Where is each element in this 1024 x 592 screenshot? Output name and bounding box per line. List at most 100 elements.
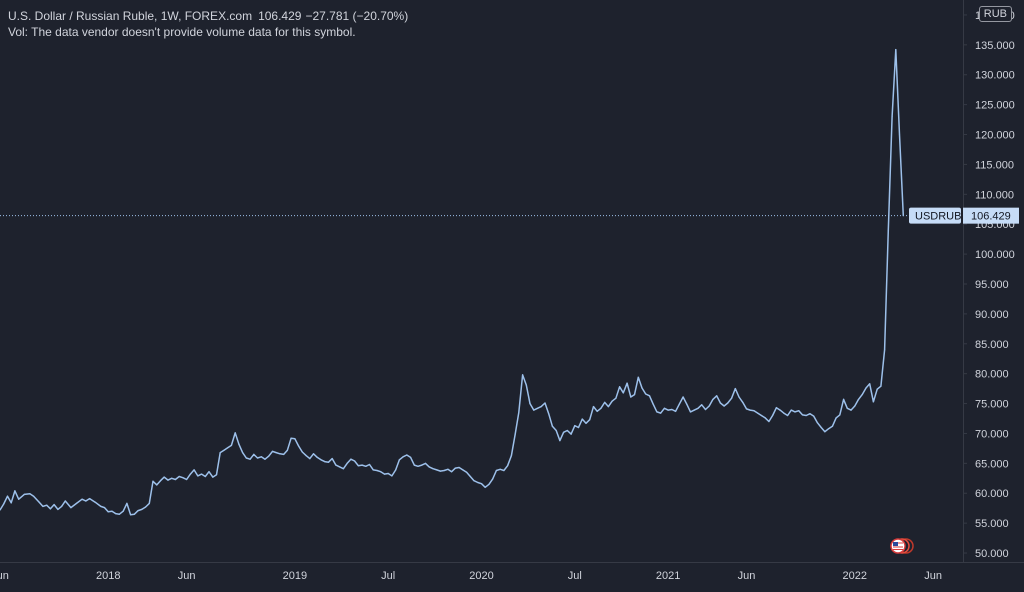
data-point: [186, 478, 188, 481]
data-point: [159, 480, 162, 482]
data-point: [686, 403, 688, 405]
data-point: [264, 458, 266, 460]
data-point: [600, 407, 602, 409]
data-point: [23, 493, 25, 495]
data-point: [824, 431, 826, 433]
data-point: [891, 116, 893, 118]
last-price-label-bg: [963, 207, 1019, 224]
x-tick-label: 2021: [656, 570, 680, 582]
last-price-label: 106.429: [963, 207, 1019, 224]
data-point: [510, 455, 512, 457]
data-point: [835, 417, 837, 419]
data-point: [201, 473, 203, 475]
data-point: [286, 449, 288, 451]
data-point: [675, 410, 677, 412]
data-point: [596, 410, 598, 412]
data-point: [208, 471, 210, 473]
data-point: [70, 507, 72, 509]
data-point: [540, 406, 542, 408]
data-point: [753, 410, 755, 412]
data-point: [283, 453, 285, 455]
data-point: [398, 459, 400, 461]
data-point: [566, 429, 568, 432]
data-point: [365, 465, 367, 467]
data-point: [734, 388, 736, 390]
data-point: [731, 397, 733, 399]
data-point: [327, 461, 330, 463]
data-point: [417, 465, 419, 467]
data-point: [760, 414, 763, 417]
series-line-usdrub[interactable]: [0, 48, 905, 516]
data-point: [447, 468, 449, 470]
data-point: [294, 438, 296, 440]
data-point: [380, 471, 382, 473]
data-point: [324, 461, 326, 463]
y-tick-label: 60.000: [975, 488, 1009, 500]
data-point: [887, 229, 889, 231]
data-point: [421, 464, 423, 466]
data-point: [14, 490, 16, 492]
data-point: [536, 407, 539, 409]
data-point: [0, 509, 1, 511]
data-point: [81, 498, 83, 500]
y-tick-label: 135.000: [975, 40, 1015, 52]
data-point: [764, 417, 766, 419]
data-point: [402, 456, 404, 458]
data-point: [64, 500, 66, 502]
data-point: [335, 464, 337, 466]
price-axis[interactable]: 50.000 55.000 60.000 65.000 70.000 75.000 80.0…: [963, 10, 1015, 560]
us-flag-event-icon[interactable]: [890, 538, 914, 554]
data-point: [828, 428, 830, 430]
data-point: [682, 396, 684, 398]
time-axis[interactable]: Jun 2018 Jun 2019 Jul 2020 Jul 2021 Jun 2022 Jun: [0, 570, 942, 582]
data-point: [115, 513, 117, 515]
y-tick-label: 80.000: [975, 369, 1009, 381]
data-point: [29, 493, 31, 495]
flag-canton: [893, 542, 898, 546]
data-point: [6, 495, 9, 497]
data-point: [805, 414, 807, 417]
data-point: [768, 420, 770, 423]
data-point: [152, 480, 154, 482]
currency-unit-button[interactable]: RUB: [978, 6, 1012, 22]
data-point: [473, 480, 475, 482]
data-point: [391, 475, 393, 477]
data-point: [514, 434, 516, 436]
y-tick-label: 115.000: [975, 159, 1014, 171]
y-tick-label: 130.000: [975, 70, 1015, 82]
data-point: [492, 478, 494, 480]
data-point: [372, 469, 374, 471]
data-point: [53, 504, 55, 506]
data-point: [663, 407, 666, 409]
data-point: [704, 408, 707, 411]
data-point: [716, 395, 718, 397]
data-point: [85, 500, 87, 502]
y-tick-label: 85.000: [975, 339, 1009, 351]
data-point: [660, 412, 662, 414]
symbol-label: USDRUB: [909, 207, 961, 224]
data-point: [843, 398, 845, 400]
data-point: [141, 508, 143, 510]
data-point: [671, 408, 673, 411]
data-point: [503, 469, 505, 472]
x-tick-label: Jul: [568, 570, 582, 582]
data-point: [458, 466, 460, 469]
data-point: [697, 407, 699, 409]
data-point: [798, 410, 800, 412]
data-point: [466, 471, 468, 473]
data-point: [357, 465, 359, 467]
data-point: [648, 395, 651, 397]
data-point: [178, 475, 180, 478]
data-point: [880, 385, 882, 387]
data-point: [895, 49, 897, 51]
data-point: [331, 458, 333, 460]
data-point: [742, 401, 744, 403]
data-point: [316, 456, 318, 458]
data-point: [820, 426, 822, 429]
data-point: [693, 409, 695, 411]
data-point: [869, 383, 871, 385]
y-tick-label: 50.000: [975, 548, 1009, 560]
last-value: 106.429: [258, 9, 302, 23]
